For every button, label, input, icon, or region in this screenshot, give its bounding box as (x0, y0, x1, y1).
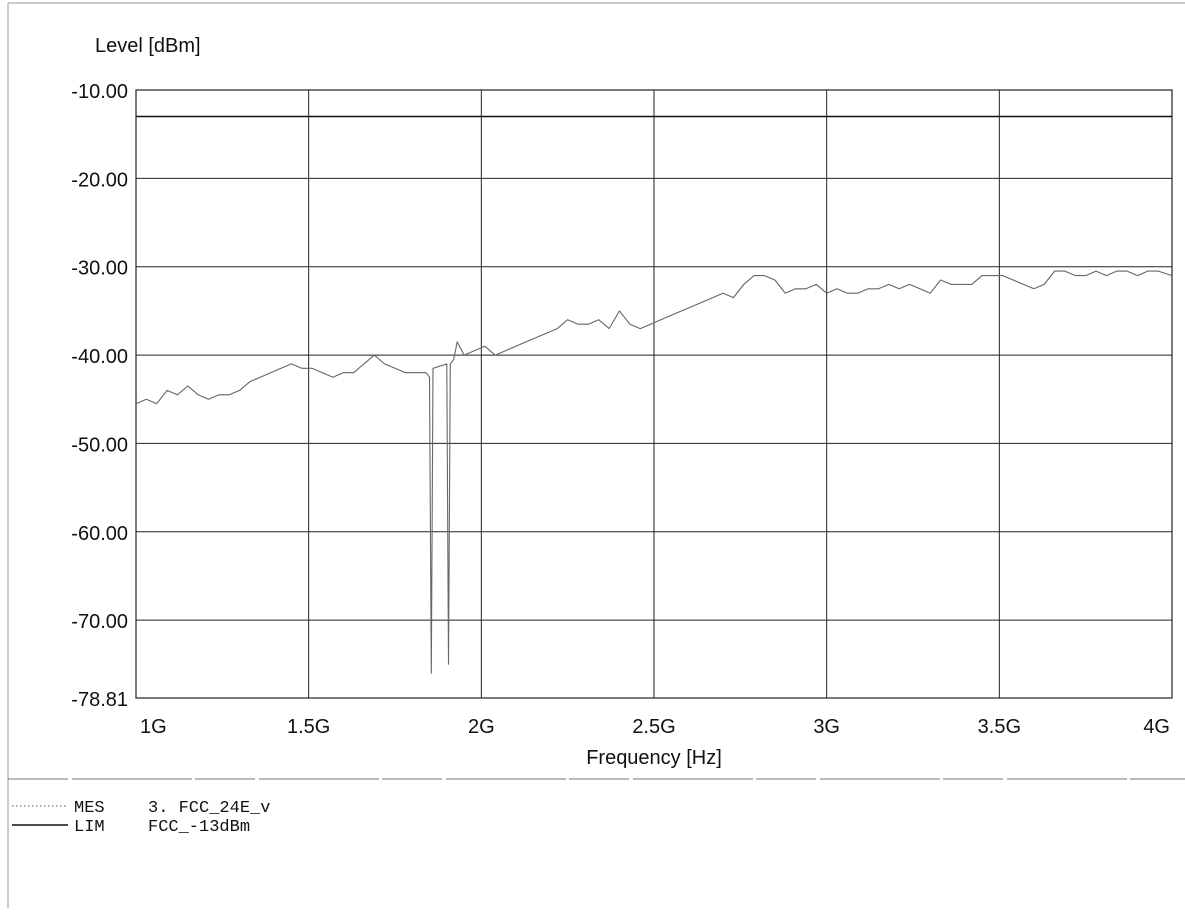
x-axis-label: Frequency [Hz] (586, 747, 722, 769)
y-tick-label: -50.00 (71, 434, 128, 456)
y-tick-label: -10.00 (71, 81, 128, 103)
grid (135, 89, 1173, 699)
y-axis-label: Level [dBm] (95, 35, 201, 57)
legend-entry-mes: MES 3. FCC_24E_v (12, 799, 270, 818)
y-tick-label: -20.00 (71, 169, 128, 191)
x-tick-label: 3.5G (978, 716, 1021, 738)
x-tick-label: 4G (1143, 716, 1170, 738)
x-tick-label: 1G (140, 716, 167, 738)
legend-key-mes: MES (74, 799, 105, 818)
x-tick-label: 1.5G (287, 716, 330, 738)
y-tick-label: -60.00 (71, 523, 128, 545)
y-tick-label: -40.00 (71, 346, 128, 368)
x-tick-label: 2G (468, 716, 495, 738)
y-tick-label: -78.81 (71, 689, 128, 711)
x-tick-label: 3G (813, 716, 840, 738)
x-tick-label: 2.5G (632, 716, 675, 738)
legend-entry-lim: LIM FCC_-13dBm (12, 818, 250, 837)
legend-text-lim: FCC_-13dBm (148, 818, 250, 837)
legend-text-mes: 3. FCC_24E_v (148, 799, 270, 818)
y-tick-label: -70.00 (71, 611, 128, 633)
series-layer (135, 115, 1173, 674)
legend: MES 3. FCC_24E_v LIM FCC_-13dBm (12, 799, 270, 837)
measurement-series (135, 270, 1173, 674)
x-tick-labels: 1G 1.5G 2G 2.5G 3G 3.5G 4G (140, 716, 1170, 738)
legend-key-lim: LIM (74, 818, 105, 837)
y-tick-labels: -10.00 -20.00 -30.00 -40.00 -50.00 -60.00 -70.… (71, 81, 128, 711)
y-tick-label: -30.00 (71, 258, 128, 280)
